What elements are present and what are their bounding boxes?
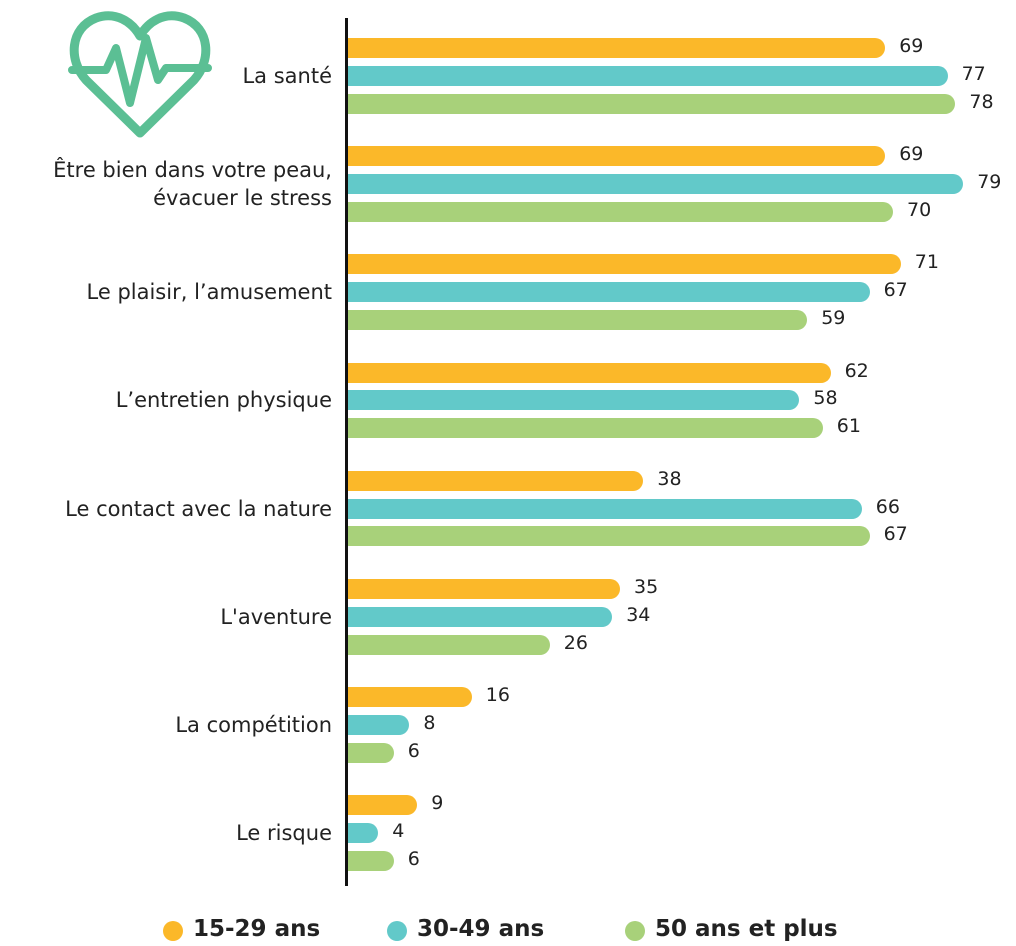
value-label: 70 bbox=[907, 198, 932, 221]
value-label: 78 bbox=[969, 90, 994, 113]
legend-label: 15-29 ans bbox=[193, 916, 321, 942]
value-label: 34 bbox=[626, 603, 651, 626]
value-label: 67 bbox=[883, 279, 908, 302]
bar bbox=[347, 470, 644, 491]
bar bbox=[347, 282, 870, 303]
axis-line bbox=[345, 18, 348, 886]
bar bbox=[347, 498, 862, 519]
value-label: 77 bbox=[961, 62, 986, 85]
value-label: 38 bbox=[657, 467, 682, 490]
bar bbox=[347, 418, 823, 439]
legend-marker bbox=[163, 921, 183, 941]
value-label: 66 bbox=[875, 495, 900, 518]
value-label: 59 bbox=[821, 307, 846, 329]
category-label: Le plaisir, l’amusement bbox=[86, 280, 332, 305]
category-label: L’entretien physique bbox=[115, 388, 332, 413]
value-label: 69 bbox=[899, 143, 924, 166]
bar bbox=[347, 146, 886, 167]
value-label: 58 bbox=[813, 387, 838, 410]
category-label: La compétition bbox=[175, 713, 332, 737]
value-label: 62 bbox=[844, 359, 869, 382]
value-label: 67 bbox=[883, 523, 908, 546]
bar bbox=[347, 715, 410, 735]
legend-label: 50 ans et plus bbox=[655, 916, 838, 942]
category-label: Être bien dans votre peau, évacuer le st… bbox=[53, 158, 332, 210]
bar bbox=[347, 93, 956, 114]
value-label: 4 bbox=[392, 820, 405, 843]
bar bbox=[347, 606, 613, 627]
value-label: 8 bbox=[423, 712, 436, 734]
bar bbox=[347, 742, 394, 763]
bar bbox=[347, 851, 394, 871]
bar bbox=[347, 795, 418, 816]
value-label: 6 bbox=[407, 739, 420, 762]
value-label: 61 bbox=[836, 415, 861, 438]
category-label: Le risque bbox=[236, 821, 332, 846]
category-label: La santé bbox=[242, 63, 332, 88]
legend-marker bbox=[387, 921, 407, 941]
bar bbox=[347, 823, 379, 844]
bar bbox=[347, 634, 550, 655]
heart-icon bbox=[68, 11, 212, 138]
value-label: 6 bbox=[407, 848, 420, 870]
bar bbox=[347, 526, 870, 547]
bar bbox=[347, 65, 948, 86]
bar bbox=[347, 174, 964, 194]
bar bbox=[347, 390, 800, 411]
value-label: 26 bbox=[563, 631, 588, 654]
legend-marker bbox=[625, 921, 645, 941]
bar bbox=[347, 310, 808, 330]
category-label: Le contact avec la nature bbox=[65, 496, 332, 521]
value-label: 16 bbox=[485, 684, 510, 707]
value-label: 35 bbox=[634, 576, 659, 598]
category-label: L'aventure bbox=[220, 604, 332, 629]
value-label: 9 bbox=[431, 792, 444, 815]
bar bbox=[347, 201, 893, 222]
bar bbox=[347, 687, 472, 708]
value-label: 71 bbox=[914, 251, 939, 274]
value-label: 69 bbox=[899, 35, 924, 57]
bar bbox=[347, 254, 901, 275]
bar bbox=[347, 579, 620, 599]
bar bbox=[347, 362, 831, 383]
legend-label: 30-49 ans bbox=[417, 916, 545, 942]
bar bbox=[347, 38, 886, 58]
value-label: 79 bbox=[977, 171, 1002, 193]
